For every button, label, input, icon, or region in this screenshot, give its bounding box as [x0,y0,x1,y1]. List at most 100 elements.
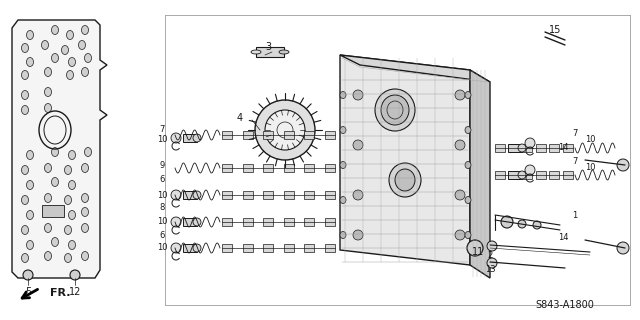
Ellipse shape [68,58,76,67]
Bar [549,171,559,179]
Bar [509,171,518,179]
Bar [183,218,197,226]
Ellipse shape [79,41,86,50]
Circle shape [533,221,541,229]
Bar [536,171,546,179]
Bar [495,171,505,179]
Bar [305,131,314,139]
Circle shape [501,216,513,228]
Ellipse shape [81,164,88,172]
Bar [263,191,273,199]
Ellipse shape [68,180,76,189]
Bar [325,244,335,252]
Ellipse shape [81,207,88,217]
Ellipse shape [465,231,471,238]
Bar [222,164,232,172]
Bar [222,191,232,199]
Text: 6: 6 [159,230,164,239]
Ellipse shape [279,50,289,54]
Ellipse shape [51,237,58,246]
Ellipse shape [67,30,74,39]
Bar [284,218,294,226]
Ellipse shape [81,252,88,260]
Bar [243,191,253,199]
Bar [325,164,335,172]
Bar [522,144,532,152]
Ellipse shape [51,178,58,187]
Bar [325,191,335,199]
Ellipse shape [22,70,29,79]
Bar [243,244,253,252]
Circle shape [455,140,465,150]
Polygon shape [340,55,470,265]
Ellipse shape [68,150,76,159]
Circle shape [617,242,629,254]
Ellipse shape [42,41,49,50]
Bar [222,244,232,252]
Ellipse shape [65,253,72,262]
Bar [305,244,314,252]
Circle shape [353,140,363,150]
Text: 11: 11 [472,247,484,257]
Polygon shape [12,20,107,278]
Ellipse shape [22,91,29,100]
Ellipse shape [45,223,51,233]
Ellipse shape [45,68,51,76]
Ellipse shape [340,92,346,99]
Polygon shape [340,55,490,82]
Bar [563,144,573,152]
Bar [325,218,335,226]
Text: 14: 14 [557,143,568,153]
Ellipse shape [81,26,88,35]
Bar [284,164,294,172]
Ellipse shape [65,165,72,174]
Circle shape [518,220,526,228]
Ellipse shape [465,162,471,169]
Ellipse shape [465,92,471,99]
Bar [263,218,273,226]
Bar [263,131,273,139]
Circle shape [487,241,497,251]
Circle shape [455,230,465,240]
Ellipse shape [51,207,58,217]
Ellipse shape [375,89,415,131]
Ellipse shape [395,169,415,191]
Ellipse shape [81,223,88,233]
Bar [243,218,253,226]
Ellipse shape [45,194,51,203]
Ellipse shape [67,70,74,79]
Ellipse shape [340,162,346,169]
Bar [495,144,505,152]
Ellipse shape [45,164,51,172]
Circle shape [193,191,201,199]
Ellipse shape [465,126,471,133]
Bar [549,144,559,152]
Ellipse shape [61,45,68,54]
Circle shape [171,190,181,200]
Ellipse shape [22,44,29,52]
Bar [183,244,197,252]
Bar [284,131,294,139]
Ellipse shape [340,231,346,238]
Polygon shape [256,47,284,57]
Bar [563,171,573,179]
Ellipse shape [22,253,29,262]
Circle shape [353,90,363,100]
Bar [263,244,273,252]
Ellipse shape [81,194,88,203]
Ellipse shape [26,180,33,189]
Bar [305,164,314,172]
Ellipse shape [51,148,58,156]
Circle shape [193,218,201,226]
Text: 4: 4 [237,113,243,123]
Ellipse shape [340,196,346,204]
Circle shape [353,190,363,200]
Bar [183,134,197,142]
Circle shape [23,270,33,280]
Circle shape [455,90,465,100]
Circle shape [265,110,305,150]
Ellipse shape [26,241,33,250]
Ellipse shape [51,26,58,35]
Bar [222,131,232,139]
Ellipse shape [22,106,29,115]
